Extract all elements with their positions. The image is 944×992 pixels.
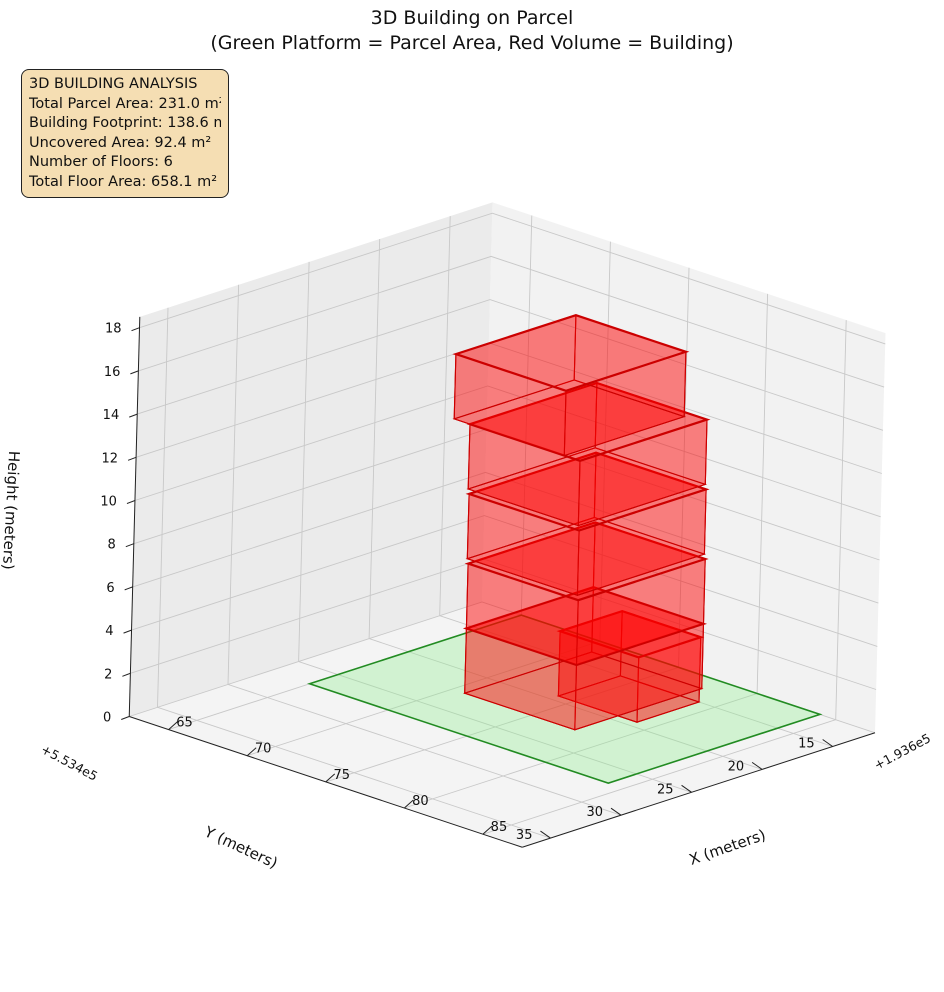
z-tick-label: 0	[103, 711, 111, 726]
floor-bottom-face	[452, 379, 686, 457]
chart-title: 3D Building on Parcel	[370, 7, 574, 29]
z-tick-label: 2	[104, 667, 112, 682]
building-floor-4	[465, 451, 710, 597]
x-tick	[404, 799, 414, 809]
x-tick	[482, 825, 493, 835]
z-axis-label: Height (meters)	[0, 450, 23, 570]
x-offset-label: +1.936e5	[871, 730, 933, 772]
floor-top-face	[464, 521, 709, 602]
floor-bottom-face	[556, 675, 701, 723]
info-line-floor-count: Number of Floors: 6	[29, 154, 173, 171]
building-floor-3	[464, 521, 709, 666]
floor-top-face	[465, 451, 710, 532]
grid-line-z	[139, 212, 886, 345]
z-tick-label: 4	[105, 624, 113, 639]
z-axis-line	[128, 316, 141, 717]
z-tick	[123, 629, 132, 634]
building-analysis-box: 3D BUILDING ANALYSIS Total Parcel Area: …	[21, 69, 229, 198]
x-tick	[246, 747, 257, 757]
x-tick-label: 80	[412, 794, 429, 809]
x-axis-label: X (meters)	[687, 826, 768, 869]
z-tick-label: 8	[108, 538, 116, 553]
building-floor-1	[556, 609, 705, 723]
z-tick-label: 12	[102, 451, 119, 466]
y-tick	[540, 830, 551, 839]
z-tick	[129, 413, 138, 418]
x-tick-label: 85	[491, 820, 508, 835]
y-axis-line	[522, 732, 876, 848]
y-axis-label: Y (meters)	[201, 822, 281, 872]
z-tick	[130, 370, 139, 375]
floor-bottom-face	[466, 447, 708, 527]
grid-line-z	[137, 299, 884, 431]
y-tick-label: 20	[728, 759, 745, 774]
z-tick-label: 18	[105, 322, 122, 337]
z-tick	[126, 500, 136, 504]
z-tick	[127, 456, 137, 461]
grid-line-z	[132, 471, 879, 604]
z-tick	[122, 672, 131, 677]
z-tick-label: 6	[106, 581, 114, 596]
axis-ticks: 65 70 75 80 85 15 20 25 30 35 0 2 4 6 8 10 12 14 16 18	[100, 322, 833, 843]
z-tick-label: 10	[100, 495, 117, 510]
z-tick-label: 14	[103, 408, 120, 423]
floor-bottom-face	[462, 651, 704, 731]
grid-line-z	[138, 255, 885, 388]
floor-bottom-face	[464, 586, 706, 666]
z-tick	[121, 716, 130, 720]
info-line-floor-area: Total Floor Area: 658.1 m²	[29, 173, 218, 190]
floor-bottom-face	[465, 516, 707, 596]
y-tick	[822, 739, 833, 747]
z-tick-label: 16	[104, 365, 121, 380]
info-line-footprint: Building Footprint: 138.6 m²	[29, 115, 221, 132]
chart-subtitle: (Green Platform = Parcel Area, Red Volum…	[210, 32, 734, 54]
z-tick	[124, 586, 133, 591]
z-tick	[131, 327, 140, 332]
y-offset-label: +5.534e5	[39, 741, 101, 783]
info-line-heading: 3D BUILDING ANALYSIS	[29, 76, 198, 92]
x-tick-label: 75	[333, 768, 350, 783]
y-tick-label: 30	[586, 805, 603, 820]
info-line-uncovered-area: Uncovered Area: 92.4 m²	[29, 134, 212, 151]
info-line-parcel-area: Total Parcel Area: 231.0 m²	[29, 95, 221, 112]
y-tick-label: 35	[516, 828, 533, 843]
back-pane-left	[129, 202, 493, 717]
x-tick	[325, 773, 336, 783]
grid-line-z	[131, 515, 878, 647]
x-tick	[168, 721, 178, 730]
building-floor-5	[466, 381, 711, 527]
y-tick-label: 15	[798, 736, 815, 751]
x-tick-label: 70	[255, 742, 272, 757]
y-tick-label: 25	[657, 782, 674, 797]
y-tick	[681, 784, 692, 793]
building-floor-2	[462, 586, 708, 731]
floor-top-face	[556, 609, 705, 659]
x-tick-label: 65	[176, 716, 193, 731]
y-tick	[751, 761, 763, 770]
grid-line-z	[134, 385, 881, 518]
y-tick	[610, 807, 622, 816]
parcel-platform	[307, 614, 823, 784]
z-tick	[125, 543, 134, 548]
floor-top-face	[452, 314, 690, 392]
plot-data	[307, 314, 823, 784]
building-floor-6	[452, 314, 690, 457]
